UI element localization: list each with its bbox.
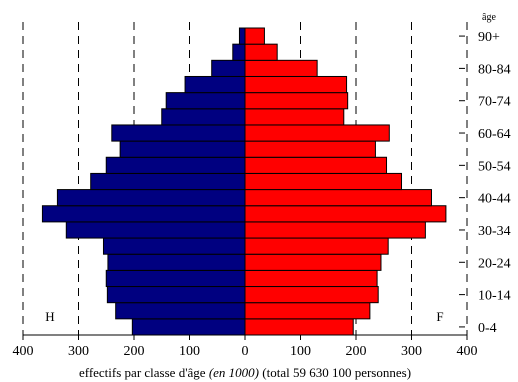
bar-right-80-84	[244, 59, 318, 77]
bar-left-0-4	[131, 318, 246, 336]
x-axis-label: effectifs par classe d'âge (en 1000) (to…	[79, 365, 411, 380]
x-tick-label: 200	[124, 344, 145, 359]
bar-right-75-79	[244, 75, 348, 94]
bar-right-15-19	[244, 269, 378, 288]
age-tick-label: 70-74	[478, 95, 511, 110]
bars	[41, 27, 447, 336]
bar-left-25-29	[102, 237, 246, 255]
x-ticks: 400 300 200 100 0 100 200 300 400	[13, 335, 478, 359]
age-tick-label: 20-24	[478, 256, 511, 271]
bar-left-15-19	[105, 269, 246, 288]
bar-right-50-54	[244, 156, 388, 174]
age-tick-label: 30-34	[478, 224, 511, 239]
x-tick-label: 100	[290, 344, 311, 359]
x-axis-label-total: (total 59 630 100 personnes)	[259, 365, 411, 380]
bar-right-35-39	[244, 205, 447, 223]
bar-right-0-4	[244, 318, 354, 336]
age-tick-label: 90+	[478, 30, 500, 45]
bar-right-30-34	[244, 221, 426, 239]
x-axis-label-unit: (en 1000)	[209, 365, 259, 380]
bar-left-85-89	[232, 43, 246, 61]
x-tick-label: 400	[457, 344, 478, 359]
age-axis-title: âge	[482, 12, 496, 23]
left-side-label-h: H	[45, 309, 54, 324]
bar-right-40-44	[244, 189, 432, 207]
x-tick-label: 300	[401, 344, 422, 359]
bar-left-45-49	[90, 172, 246, 191]
bar-right-90+	[244, 27, 265, 45]
x-tick-label: 100	[179, 344, 200, 359]
age-tick-label: 10-14	[478, 289, 511, 304]
bar-left-65-69	[161, 108, 246, 126]
bar-left-50-54	[105, 156, 246, 174]
bar-right-85-89	[244, 43, 278, 61]
age-tick-label: 50-54	[478, 159, 511, 174]
age-ticks: 0-4 10-14 20-24 30-34 40-44 50-54 60-64 70-74 80…	[459, 30, 511, 336]
bar-left-35-39	[41, 205, 246, 223]
bar-left-80-84	[211, 59, 246, 77]
bar-right-55-59	[244, 140, 376, 158]
bar-right-70-74	[244, 92, 349, 110]
bar-left-90+	[238, 27, 246, 45]
bar-left-30-34	[65, 221, 246, 239]
bar-right-45-49	[244, 172, 403, 191]
right-side-label-f: F	[436, 309, 443, 324]
age-tick-label: 80-84	[478, 62, 511, 77]
bar-left-10-14	[106, 286, 246, 304]
bar-left-70-74	[165, 92, 246, 110]
age-tick-label: 0-4	[478, 321, 497, 336]
bar-right-20-24	[244, 253, 382, 271]
bar-right-25-29	[244, 237, 389, 255]
bar-right-10-14	[244, 286, 379, 304]
bar-left-40-44	[56, 189, 246, 207]
age-tick-label: 60-64	[478, 127, 511, 142]
bar-left-75-79	[184, 75, 246, 94]
bar-right-5-9	[244, 302, 371, 320]
bar-right-60-64	[244, 124, 390, 142]
x-tick-label: 400	[13, 344, 34, 359]
x-tick-label: 0	[242, 344, 249, 359]
x-tick-label: 200	[346, 344, 367, 359]
bar-left-20-24	[107, 253, 246, 271]
bar-left-60-64	[111, 124, 246, 142]
age-tick-label: 40-44	[478, 192, 511, 207]
x-tick-label: 300	[68, 344, 89, 359]
bar-left-55-59	[119, 140, 246, 158]
bar-left-5-9	[115, 302, 246, 320]
bar-right-65-69	[244, 108, 345, 126]
x-axis-label-prefix: effectifs par classe d'âge	[79, 365, 209, 380]
